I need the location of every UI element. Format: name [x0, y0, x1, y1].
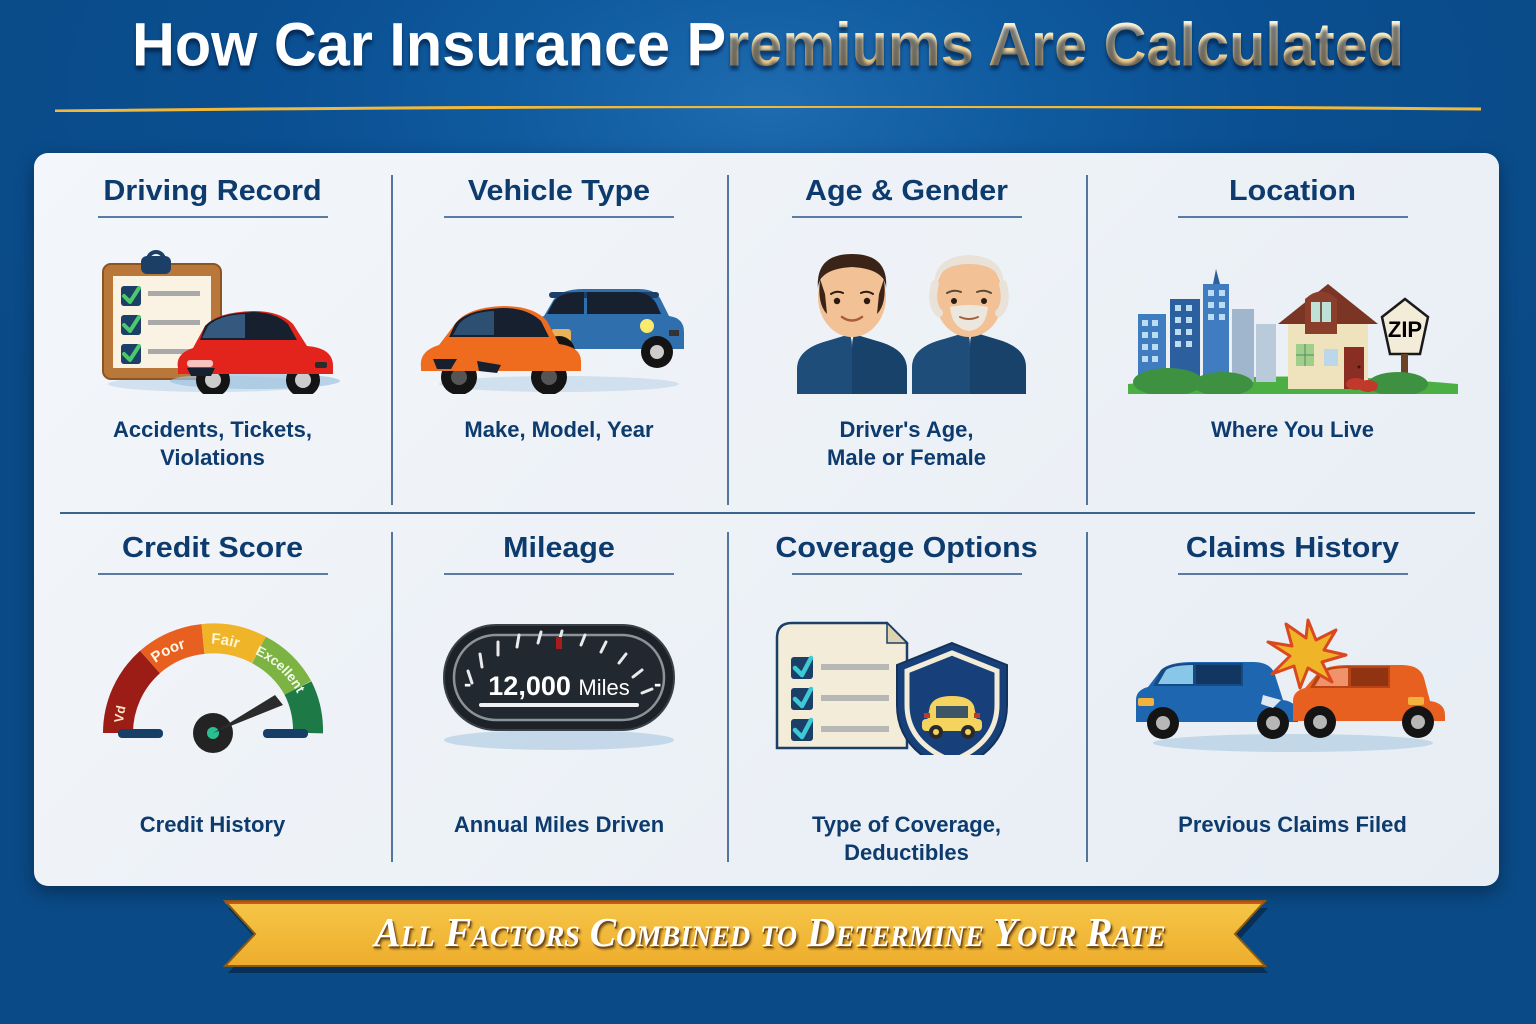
- svg-text:ZIP: ZIP: [1387, 317, 1421, 342]
- svg-text:12,000 Miles: 12,000 Miles: [488, 671, 629, 701]
- svg-text:-: -: [654, 671, 661, 696]
- svg-text:-: -: [464, 671, 471, 696]
